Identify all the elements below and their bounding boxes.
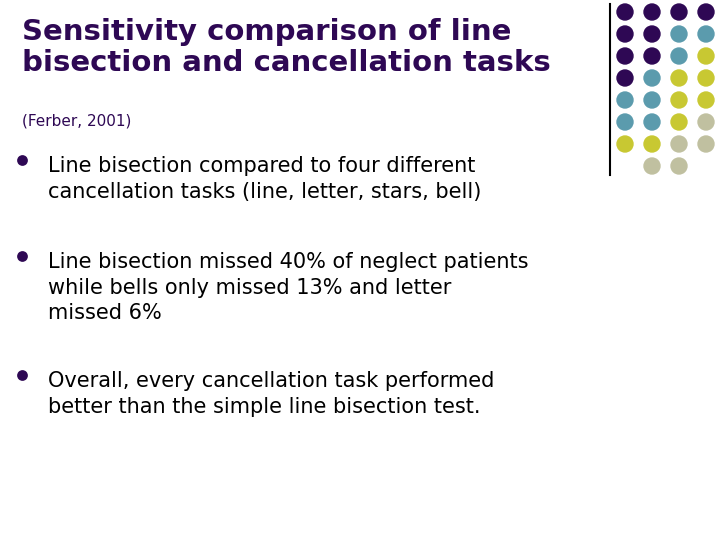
Circle shape <box>671 4 687 20</box>
Circle shape <box>698 70 714 86</box>
Text: Overall, every cancellation task performed
better than the simple line bisection: Overall, every cancellation task perform… <box>48 371 495 416</box>
Circle shape <box>671 114 687 130</box>
Circle shape <box>671 48 687 64</box>
Circle shape <box>698 4 714 20</box>
Circle shape <box>698 136 714 152</box>
Circle shape <box>671 158 687 174</box>
Circle shape <box>644 92 660 108</box>
Circle shape <box>617 136 633 152</box>
Circle shape <box>671 26 687 42</box>
Text: Line bisection missed 40% of neglect patients
while bells only missed 13% and le: Line bisection missed 40% of neglect pat… <box>48 252 528 323</box>
Circle shape <box>644 158 660 174</box>
Circle shape <box>671 92 687 108</box>
Circle shape <box>698 48 714 64</box>
Circle shape <box>617 70 633 86</box>
Circle shape <box>644 70 660 86</box>
Circle shape <box>698 26 714 42</box>
Text: Sensitivity comparison of line
bisection and cancellation tasks: Sensitivity comparison of line bisection… <box>22 18 551 77</box>
Point <box>17 156 28 164</box>
Circle shape <box>671 136 687 152</box>
Circle shape <box>698 114 714 130</box>
Circle shape <box>644 136 660 152</box>
Circle shape <box>617 114 633 130</box>
Circle shape <box>644 114 660 130</box>
Circle shape <box>644 4 660 20</box>
Circle shape <box>617 92 633 108</box>
Circle shape <box>644 48 660 64</box>
Circle shape <box>617 26 633 42</box>
Circle shape <box>644 26 660 42</box>
Circle shape <box>617 4 633 20</box>
Point <box>17 252 28 260</box>
Circle shape <box>617 48 633 64</box>
Text: Line bisection compared to four different
cancellation tasks (line, letter, star: Line bisection compared to four differen… <box>48 156 482 201</box>
Circle shape <box>671 70 687 86</box>
Circle shape <box>698 92 714 108</box>
Point <box>17 370 28 379</box>
Text: (Ferber, 2001): (Ferber, 2001) <box>22 113 131 128</box>
